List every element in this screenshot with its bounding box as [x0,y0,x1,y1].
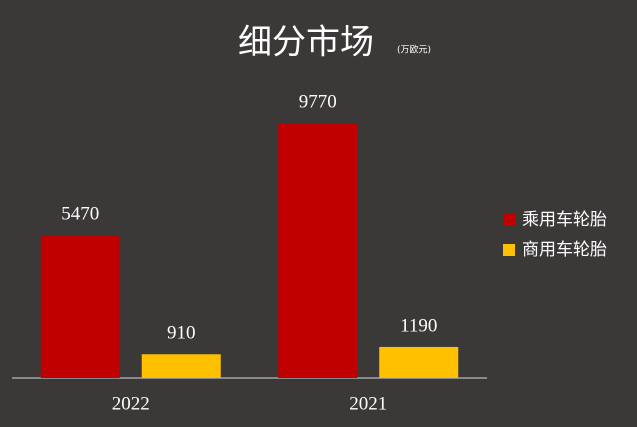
legend-label: 乘用车轮胎 [522,210,607,230]
data-label: 5470 [61,204,99,225]
legend-label: 商用车轮胎 [522,240,607,260]
chart-title: 细分市场 [238,23,374,63]
legend-swatch [503,214,515,226]
data-label: 9770 [299,91,337,112]
x-tick-label: 2022 [112,393,150,414]
bar [278,123,358,378]
data-label: 1190 [400,315,437,336]
bar [141,354,221,378]
bar [379,346,459,378]
chart-subtitle: (万欧元) [397,44,431,56]
x-tick-label: 2021 [349,393,387,414]
bar [40,235,120,378]
legend-swatch [503,244,515,256]
data-label: 910 [167,323,196,344]
